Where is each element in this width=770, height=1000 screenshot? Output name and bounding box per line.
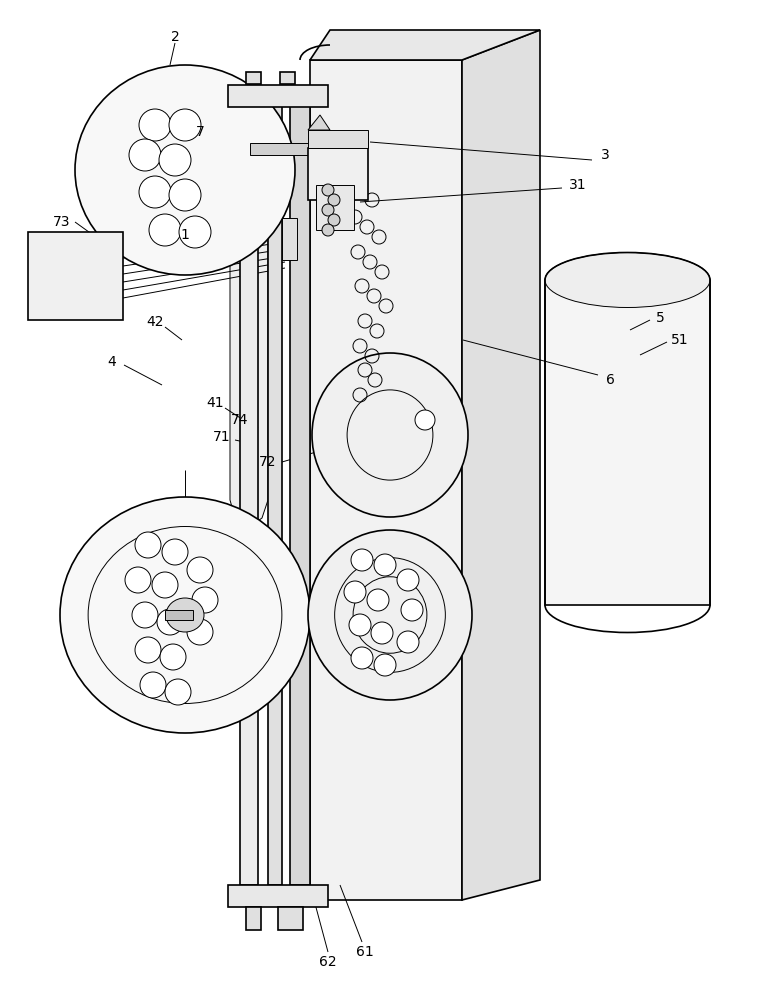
Polygon shape (462, 30, 540, 900)
Circle shape (132, 602, 158, 628)
Text: 4: 4 (108, 355, 116, 369)
Circle shape (192, 587, 218, 613)
Circle shape (159, 144, 191, 176)
Circle shape (351, 549, 373, 571)
Circle shape (322, 224, 334, 236)
Bar (268, 95, 282, 885)
Circle shape (125, 567, 151, 593)
Circle shape (367, 589, 389, 611)
Circle shape (401, 599, 423, 621)
Bar (278, 907, 303, 930)
Text: 3: 3 (601, 148, 609, 162)
Circle shape (322, 184, 334, 196)
Circle shape (374, 554, 396, 576)
Circle shape (129, 139, 161, 171)
Bar (240, 95, 258, 885)
Circle shape (374, 654, 396, 676)
Ellipse shape (60, 497, 310, 733)
Text: 74: 74 (231, 413, 249, 427)
Circle shape (179, 216, 211, 248)
Text: 2: 2 (171, 30, 179, 44)
Circle shape (140, 672, 166, 698)
Text: 72: 72 (259, 455, 276, 469)
Circle shape (169, 179, 201, 211)
Polygon shape (230, 103, 268, 528)
Circle shape (160, 644, 186, 670)
Circle shape (157, 609, 183, 635)
Circle shape (152, 572, 178, 598)
Bar (280, 72, 295, 84)
Polygon shape (310, 30, 540, 60)
Circle shape (135, 637, 161, 663)
Circle shape (149, 214, 181, 246)
Bar (290, 95, 310, 885)
Bar (250, 143, 315, 155)
Circle shape (397, 631, 419, 653)
Text: 51: 51 (671, 333, 689, 347)
Circle shape (344, 581, 366, 603)
Circle shape (139, 109, 171, 141)
Text: 73: 73 (53, 215, 71, 229)
Bar (228, 885, 328, 907)
Bar (28, 232, 123, 320)
Circle shape (351, 647, 373, 669)
Ellipse shape (75, 65, 295, 275)
Bar (228, 85, 328, 107)
Text: 42: 42 (146, 315, 164, 329)
Ellipse shape (312, 353, 468, 517)
Text: 62: 62 (320, 955, 336, 969)
Bar (545, 280, 710, 605)
Circle shape (162, 539, 188, 565)
Bar (310, 60, 462, 900)
Text: 7: 7 (196, 125, 204, 139)
Text: 1: 1 (180, 228, 189, 242)
Circle shape (187, 557, 213, 583)
Bar (282, 218, 297, 260)
Circle shape (139, 176, 171, 208)
Bar (316, 185, 354, 230)
Text: 5: 5 (655, 311, 665, 325)
Circle shape (169, 109, 201, 141)
Bar (165, 610, 193, 620)
Bar (246, 907, 261, 930)
Bar (246, 72, 261, 84)
Ellipse shape (308, 530, 472, 700)
Circle shape (135, 532, 161, 558)
Text: 41: 41 (206, 396, 224, 410)
Circle shape (397, 569, 419, 591)
Bar (308, 130, 368, 148)
Ellipse shape (166, 598, 204, 632)
Text: 31: 31 (569, 178, 587, 192)
Circle shape (349, 614, 371, 636)
Circle shape (328, 214, 340, 226)
Bar (308, 148, 368, 200)
Circle shape (187, 619, 213, 645)
Circle shape (415, 410, 435, 430)
Circle shape (322, 204, 334, 216)
Text: 6: 6 (605, 373, 614, 387)
Circle shape (371, 622, 393, 644)
Circle shape (328, 194, 340, 206)
Ellipse shape (545, 252, 710, 308)
Circle shape (165, 679, 191, 705)
Text: 71: 71 (213, 430, 231, 444)
Polygon shape (308, 115, 330, 130)
Text: 61: 61 (356, 945, 374, 959)
